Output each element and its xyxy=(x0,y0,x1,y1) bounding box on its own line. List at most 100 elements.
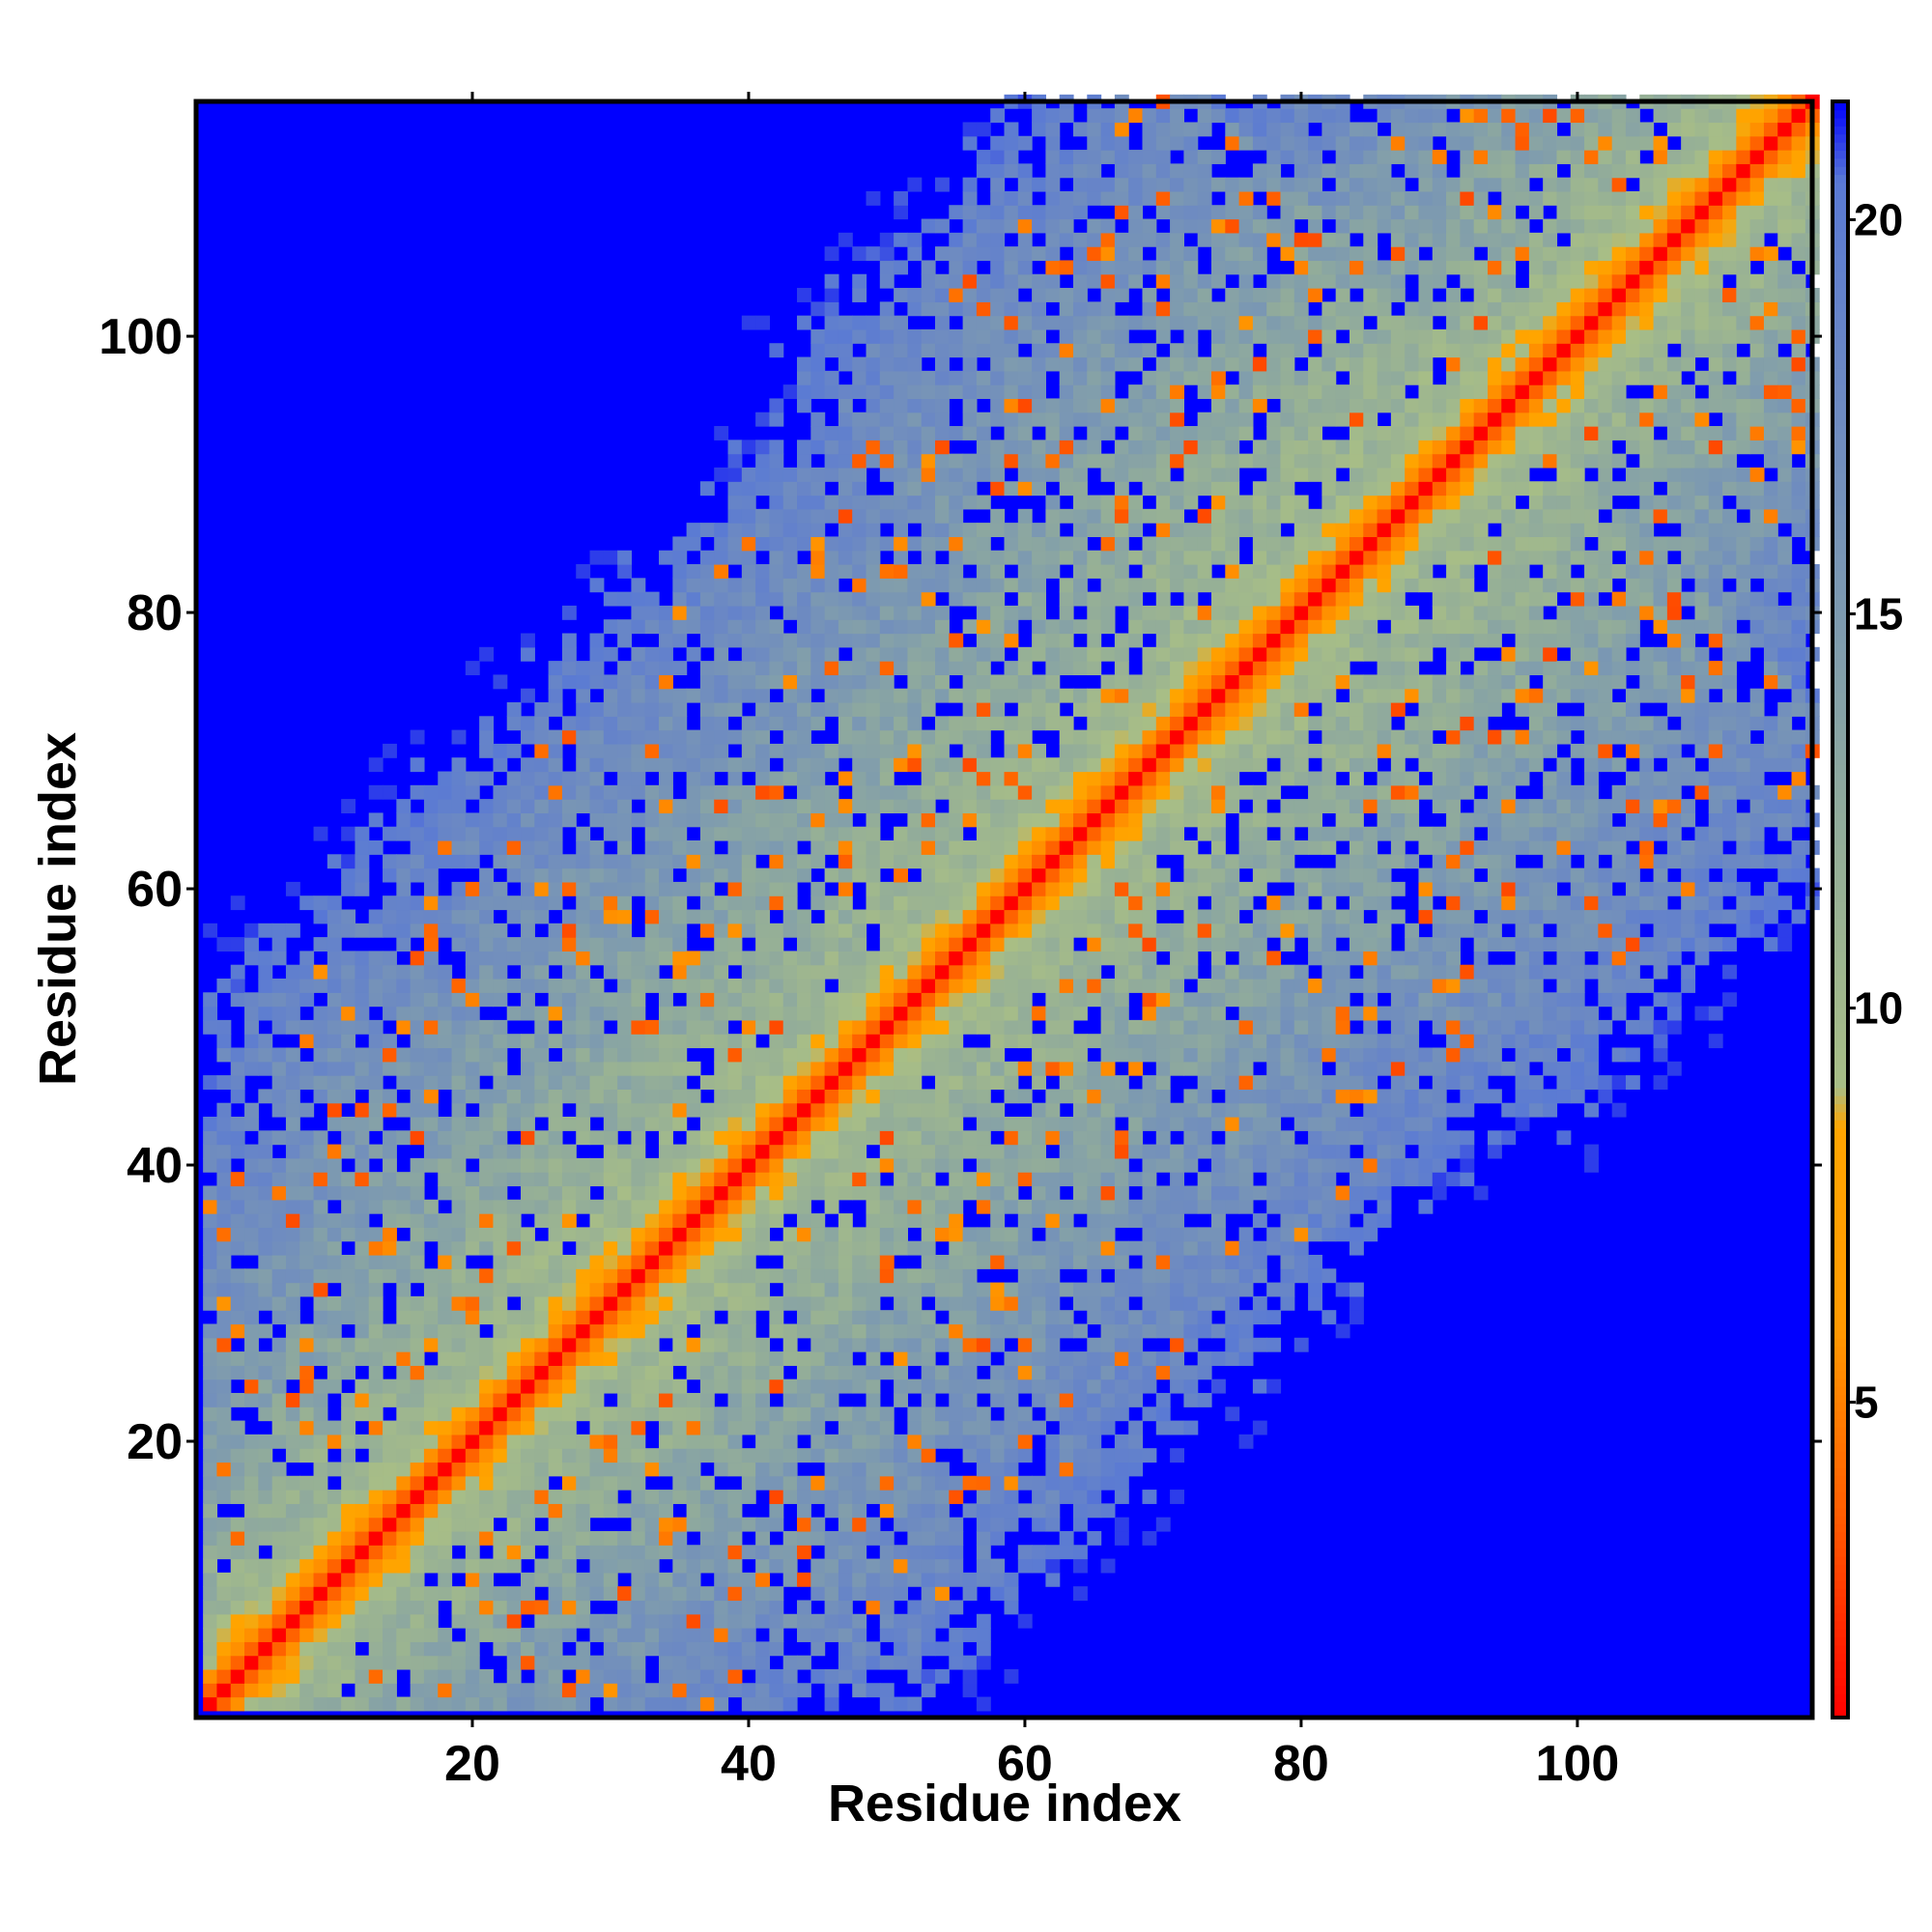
heatmap-cell xyxy=(299,1517,315,1532)
heatmap-cell xyxy=(672,1613,688,1629)
heatmap-cell xyxy=(410,895,425,911)
heatmap-cell xyxy=(879,771,895,786)
heatmap-cell xyxy=(894,1102,909,1118)
heatmap-cell xyxy=(741,1517,756,1532)
heatmap-cell xyxy=(341,1337,356,1352)
heatmap-cell xyxy=(355,923,370,938)
heatmap-cell xyxy=(810,702,826,717)
heatmap-cell xyxy=(810,1365,826,1380)
heatmap-cell xyxy=(686,1337,701,1352)
heatmap-cell xyxy=(852,799,867,814)
heatmap-cell xyxy=(589,1545,605,1560)
heatmap-cell xyxy=(644,1185,660,1201)
heatmap-cell xyxy=(355,867,370,883)
heatmap-cell xyxy=(396,1517,412,1532)
heatmap-cell xyxy=(879,591,895,607)
heatmap-cell xyxy=(355,1157,370,1173)
heatmap-cell xyxy=(755,523,771,538)
heatmap-cell xyxy=(976,536,991,552)
heatmap-cell xyxy=(741,578,756,593)
heatmap-cell xyxy=(576,1545,591,1560)
heatmap-cell xyxy=(727,523,743,538)
heatmap-cell xyxy=(976,840,991,855)
heatmap-cell xyxy=(368,923,384,938)
heatmap-cell xyxy=(769,1199,784,1214)
heatmap-cell xyxy=(617,1157,633,1173)
heatmap-cell xyxy=(465,1683,480,1698)
heatmap-cell xyxy=(990,1420,1006,1435)
heatmap-cell xyxy=(313,1503,328,1519)
heatmap-cell xyxy=(672,1530,688,1546)
heatmap-cell xyxy=(672,1392,688,1407)
heatmap-cell xyxy=(782,1558,798,1574)
heatmap-cell xyxy=(493,1448,508,1463)
heatmap-cell xyxy=(299,1586,315,1602)
heatmap-cell xyxy=(838,508,853,524)
heatmap-cell xyxy=(921,1130,936,1146)
heatmap-cell xyxy=(824,799,839,814)
heatmap-cell xyxy=(1032,301,1046,317)
heatmap-cell xyxy=(797,951,811,966)
heatmap-cell xyxy=(949,1282,964,1297)
heatmap-cell xyxy=(976,1047,991,1063)
heatmap-cell xyxy=(1100,729,1116,745)
heatmap-cell xyxy=(1004,426,1019,440)
heatmap-cell xyxy=(824,1392,839,1407)
heatmap-cell xyxy=(797,495,811,510)
heatmap-cell xyxy=(1032,246,1046,262)
heatmap-cell xyxy=(1004,273,1019,289)
heatmap-cell xyxy=(866,370,881,385)
heatmap-cell xyxy=(921,1102,936,1118)
heatmap-cell xyxy=(672,1683,688,1698)
heatmap-cell xyxy=(949,979,964,993)
heatmap-cell xyxy=(271,1185,287,1201)
heatmap-cell xyxy=(644,1240,660,1256)
heatmap-cell xyxy=(769,799,784,814)
heatmap-cell xyxy=(548,812,563,828)
heatmap-cell xyxy=(355,1475,370,1491)
heatmap-cell xyxy=(465,923,480,938)
heatmap-cell xyxy=(1004,453,1019,469)
heatmap-cell xyxy=(714,1185,729,1201)
heatmap-cell xyxy=(271,1434,287,1449)
heatmap-cell xyxy=(1073,1282,1088,1297)
heatmap-cell xyxy=(631,1172,646,1187)
heatmap-cell xyxy=(438,854,453,869)
heatmap-cell xyxy=(451,1337,467,1352)
heatmap-cell xyxy=(1100,550,1116,565)
heatmap-cell xyxy=(769,702,784,717)
heatmap-cell xyxy=(396,1558,412,1574)
heatmap-cell xyxy=(506,1213,522,1228)
heatmap-cell xyxy=(659,951,673,966)
heatmap-cell xyxy=(810,716,826,731)
heatmap-cell xyxy=(396,1378,412,1394)
heatmap-cell xyxy=(714,1061,729,1076)
heatmap-cell xyxy=(935,951,950,966)
heatmap-cell xyxy=(368,992,384,1008)
heatmap-cell xyxy=(921,979,936,993)
heatmap-cell xyxy=(699,1282,715,1297)
heatmap-cell xyxy=(548,1434,563,1449)
heatmap-cell xyxy=(866,979,881,993)
heatmap-cell xyxy=(327,1213,342,1228)
heatmap-cell xyxy=(810,1213,826,1228)
heatmap-cell xyxy=(797,1406,811,1422)
heatmap-cell xyxy=(258,1572,273,1587)
heatmap-cell xyxy=(285,1475,300,1491)
heatmap-cell xyxy=(617,1227,633,1242)
heatmap-cell xyxy=(949,1240,964,1256)
heatmap-cell xyxy=(976,218,991,234)
heatmap-cell xyxy=(341,1545,356,1560)
heatmap-cell xyxy=(949,1351,964,1366)
heatmap-cell xyxy=(782,1019,798,1035)
heatmap-cell xyxy=(506,1406,522,1422)
heatmap-cell xyxy=(852,273,867,289)
heatmap-cell xyxy=(879,1130,895,1146)
heatmap-cell xyxy=(368,757,384,773)
heatmap-cell xyxy=(493,743,508,758)
heatmap-cell xyxy=(935,1337,950,1352)
heatmap-cell xyxy=(810,1420,826,1435)
heatmap-cell xyxy=(962,1420,978,1435)
heatmap-cell xyxy=(451,1047,467,1063)
heatmap-cell xyxy=(341,1628,356,1642)
